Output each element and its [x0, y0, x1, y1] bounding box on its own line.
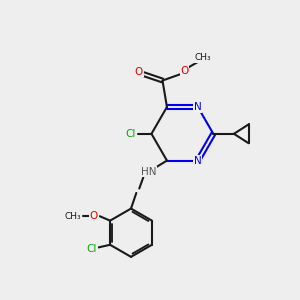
Text: O: O — [135, 67, 143, 77]
Text: N: N — [194, 102, 202, 112]
Text: Cl: Cl — [87, 244, 97, 254]
Text: N: N — [194, 156, 202, 166]
Text: Cl: Cl — [125, 129, 136, 139]
Text: O: O — [90, 211, 98, 221]
Text: O: O — [180, 65, 188, 76]
Text: CH₃: CH₃ — [194, 53, 211, 62]
Text: HN: HN — [141, 167, 156, 177]
Text: CH₃: CH₃ — [64, 212, 81, 221]
